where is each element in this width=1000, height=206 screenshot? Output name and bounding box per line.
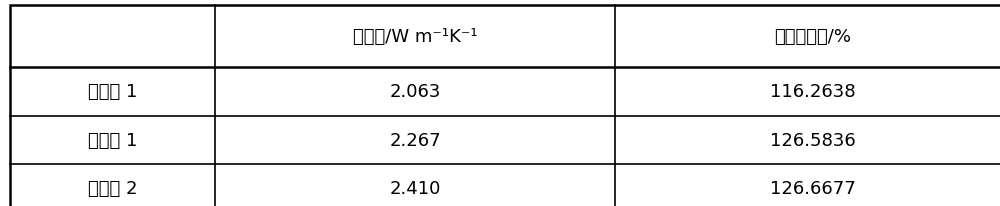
Text: 实施例 2: 实施例 2 [88,179,137,197]
Text: 126.5836: 126.5836 [770,131,855,149]
Text: 116.2638: 116.2638 [770,83,855,101]
Text: 对比例 1: 对比例 1 [88,83,137,101]
Text: 热导率/W m⁻¹K⁻¹: 热导率/W m⁻¹K⁻¹ [353,28,477,46]
Text: 实施例 1: 实施例 1 [88,131,137,149]
Text: 126.6677: 126.6677 [770,179,855,197]
Text: 2.063: 2.063 [389,83,441,101]
Text: 2.410: 2.410 [389,179,441,197]
Text: 2.267: 2.267 [389,131,441,149]
Text: 断裂伸长率/%: 断裂伸长率/% [774,28,851,46]
